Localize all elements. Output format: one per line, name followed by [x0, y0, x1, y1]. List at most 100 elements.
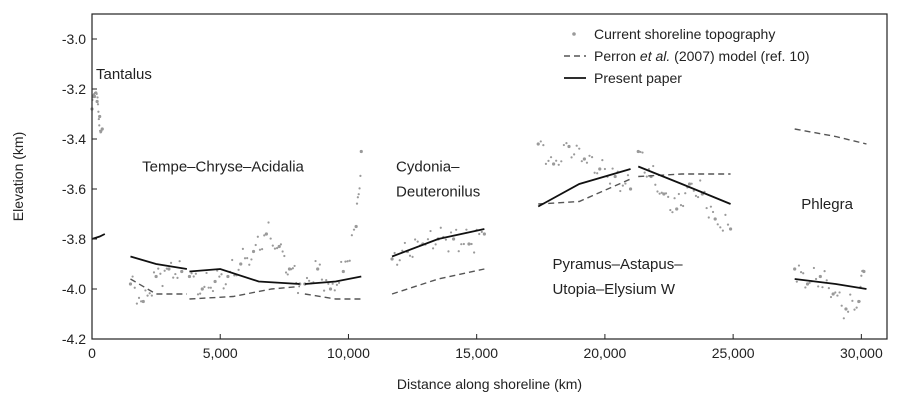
topography-point: [795, 280, 798, 283]
topography-point: [211, 289, 215, 293]
topography-point: [291, 267, 294, 270]
topography-point: [724, 213, 727, 216]
x-tick-label: 20,000: [583, 345, 626, 361]
topography-point: [314, 259, 317, 263]
topography-point: [449, 231, 453, 234]
topography-point: [96, 96, 99, 99]
topography-point: [429, 229, 432, 233]
topography-point: [248, 263, 251, 266]
y-axis-label: Elevation (km): [10, 132, 26, 221]
topography-point: [705, 206, 708, 210]
topography-point: [337, 281, 341, 284]
topography-point: [283, 254, 286, 258]
topography-point: [328, 287, 333, 291]
topography-point: [536, 142, 540, 146]
topography-point: [823, 270, 826, 273]
paper-segment: [537, 168, 631, 208]
topography-point: [539, 140, 542, 143]
topography-point: [699, 179, 702, 182]
topography-point: [684, 192, 687, 195]
topography-point: [159, 272, 162, 275]
y-tick-label: -3.4: [62, 131, 86, 147]
topography-point: [575, 144, 578, 147]
topography-point: [264, 232, 268, 236]
topography-point: [662, 192, 666, 196]
topography-point: [100, 127, 104, 131]
topography-point: [92, 94, 97, 99]
topography-dots: [90, 91, 866, 320]
topography-point: [279, 243, 283, 246]
topography-point: [396, 263, 399, 266]
topography-point: [261, 248, 264, 251]
topography-point: [565, 142, 568, 145]
topography-point: [808, 281, 811, 284]
topography-point: [356, 196, 359, 199]
topography-point: [838, 291, 841, 294]
topography-point: [293, 264, 296, 268]
topography-point: [580, 160, 583, 163]
topography-point: [552, 162, 556, 166]
topography-point: [656, 190, 659, 193]
topography-point: [154, 274, 158, 279]
topography-point: [284, 271, 288, 274]
topography-point: [647, 167, 651, 171]
model-segment: [638, 173, 731, 178]
topography-point: [842, 317, 845, 320]
topography-point: [834, 291, 837, 294]
topography-point: [793, 267, 797, 271]
topography-point: [146, 294, 149, 297]
region-label: Phlegra: [801, 196, 853, 213]
topography-point: [802, 272, 805, 275]
topography-point: [542, 143, 545, 147]
x-tick-label: 30,000: [840, 345, 883, 361]
topography-point: [169, 261, 173, 264]
topography-point: [641, 151, 644, 154]
topography-point: [357, 193, 360, 196]
topography-point: [318, 263, 321, 266]
topography-point: [585, 161, 589, 164]
topography-point: [664, 192, 668, 195]
topography-point: [721, 229, 724, 232]
topography-point: [187, 274, 192, 279]
topography-point: [401, 249, 404, 252]
region-label: Tantalus: [96, 66, 152, 83]
topography-point: [567, 144, 571, 149]
topography-point: [719, 226, 722, 229]
topography-point: [660, 191, 663, 194]
topography-point: [128, 282, 133, 286]
topography-point: [226, 274, 230, 279]
topography-point: [325, 279, 328, 282]
topography-point: [431, 247, 435, 250]
topography-point: [860, 274, 863, 277]
paper-segment: [794, 278, 867, 290]
topography-point: [95, 99, 99, 104]
topography-point: [444, 238, 448, 241]
topography-point: [414, 238, 417, 241]
topography-point: [726, 223, 730, 226]
topography-point: [818, 274, 822, 279]
topography-point: [636, 149, 640, 154]
topography-point: [203, 285, 206, 288]
topography-point: [196, 293, 200, 296]
topography-point: [707, 216, 710, 219]
topography-point: [322, 289, 326, 292]
topography-point: [667, 195, 670, 198]
paper-segment: [304, 275, 362, 285]
paper-segment: [130, 255, 188, 270]
topography-point: [273, 247, 277, 250]
topography-point: [447, 250, 450, 253]
topography-point: [621, 184, 624, 187]
legend-dot-marker: [572, 32, 576, 36]
topography-point: [178, 260, 181, 263]
topography-point: [829, 295, 833, 299]
topography-point: [557, 163, 560, 166]
topography-point: [275, 247, 279, 250]
paper-segment: [637, 165, 731, 205]
topography-point: [137, 296, 141, 300]
legend: Current shoreline topography Perron et al…: [564, 26, 810, 86]
topography-point: [862, 269, 866, 274]
topography-point: [135, 302, 138, 305]
topography-point: [598, 167, 602, 171]
topography-point: [853, 308, 856, 311]
topography-point: [224, 283, 227, 286]
